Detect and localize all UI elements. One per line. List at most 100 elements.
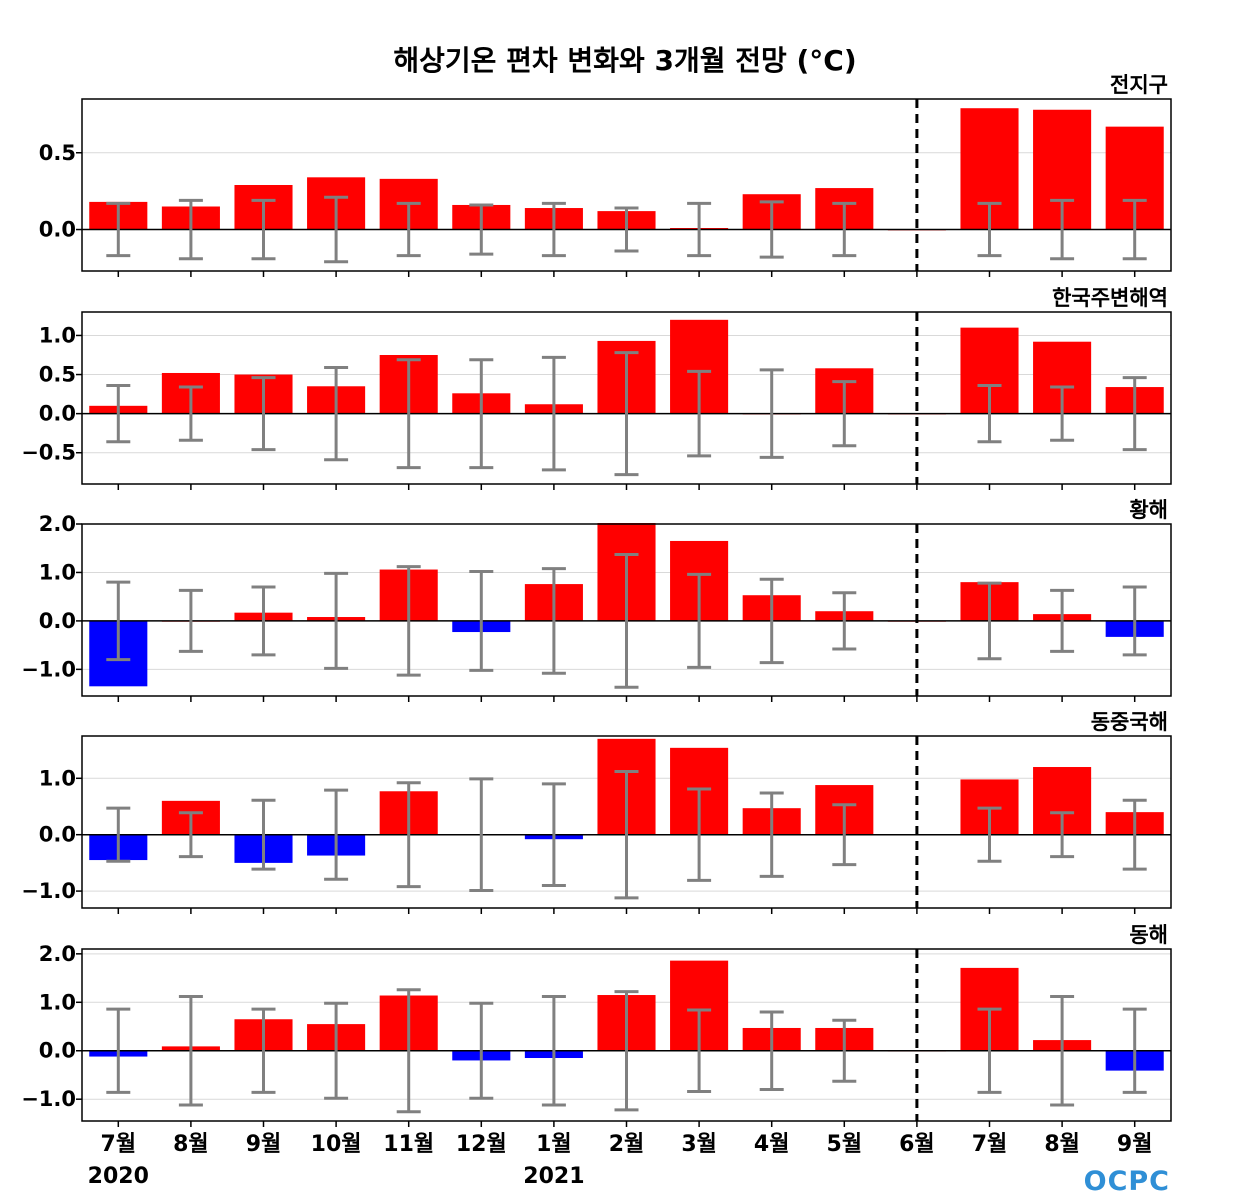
error-bar bbox=[614, 553, 639, 689]
x-tick-label: 12월 bbox=[456, 1132, 507, 1157]
y-tick-label: 1.0 bbox=[39, 990, 76, 1014]
y-tick-label: 0.0 bbox=[39, 1039, 76, 1063]
error-bar bbox=[1122, 198, 1147, 261]
error-bar bbox=[977, 1007, 1002, 1094]
y-tick-label: −0.5 bbox=[21, 441, 76, 465]
error-bar bbox=[541, 355, 566, 472]
x-tick-label: 1월 bbox=[536, 1132, 572, 1157]
error-bar bbox=[1050, 588, 1075, 653]
error-bar bbox=[977, 806, 1002, 863]
error-bar bbox=[614, 351, 639, 477]
y-tick-label: 1.0 bbox=[39, 560, 76, 584]
y-tick-label: 1.0 bbox=[39, 323, 76, 347]
error-bar bbox=[251, 585, 276, 657]
error-bar bbox=[178, 811, 203, 859]
x-tick-label: 8월 bbox=[1044, 1132, 1080, 1157]
x-tick-label: 5월 bbox=[827, 1132, 863, 1157]
y-tick-label: −1.0 bbox=[21, 657, 76, 681]
error-bar bbox=[396, 988, 421, 1114]
y-tick-label: 0.0 bbox=[39, 402, 76, 426]
error-bar bbox=[687, 1008, 712, 1093]
error-bar bbox=[614, 770, 639, 900]
error-bar bbox=[832, 803, 857, 867]
error-bar bbox=[324, 571, 349, 670]
x-tick-label: 10월 bbox=[311, 1132, 362, 1157]
error-bar bbox=[396, 201, 421, 258]
year-label: 2020 bbox=[88, 1164, 149, 1189]
panel-title: 황해 bbox=[1129, 498, 1168, 522]
y-tick-label: −1.0 bbox=[21, 1087, 76, 1111]
error-bar bbox=[832, 380, 857, 448]
y-tick-label: 0.0 bbox=[39, 609, 76, 633]
error-bar bbox=[469, 203, 494, 256]
panel-4: −1.0 0.0 1.0 동중국해 bbox=[21, 710, 1172, 914]
panel-title: 동중국해 bbox=[1091, 710, 1168, 734]
error-bar bbox=[832, 591, 857, 651]
panel-frame bbox=[81, 523, 1172, 697]
panel-frame bbox=[81, 98, 1172, 272]
error-bar bbox=[324, 195, 349, 264]
error-bar bbox=[178, 588, 203, 653]
y-tick-label: −1.0 bbox=[21, 879, 76, 903]
panel-1: 0.0 0.5 전지구 bbox=[39, 73, 1172, 277]
x-tick-label: 4월 bbox=[754, 1132, 790, 1157]
x-tick-label: 6월 bbox=[899, 1132, 935, 1157]
x-tick-label: 9월 bbox=[246, 1132, 282, 1157]
panels: 0.0 0.5 전지구 −0.5 0.0 0.5 1.0 한국주변해역 −1.0 0.0 1.0 2.… bbox=[21, 73, 1172, 1127]
error-bar bbox=[759, 1010, 784, 1092]
y-tick-label: 0.0 bbox=[39, 823, 76, 847]
error-bar bbox=[324, 788, 349, 881]
error-bar bbox=[541, 782, 566, 887]
x-axis: 7월 8월 9월 10월 11월 12월 1월 2월 3월 4월 5월 6월 7월 8월 9월 2020 202… bbox=[88, 1132, 1153, 1189]
error-bar bbox=[106, 580, 131, 662]
error-bar bbox=[541, 567, 566, 675]
error-bar bbox=[687, 369, 712, 458]
panel-frame bbox=[81, 311, 1172, 485]
error-bar bbox=[469, 569, 494, 672]
error-bar bbox=[106, 806, 131, 863]
error-bar bbox=[324, 366, 349, 462]
error-bar bbox=[106, 201, 131, 258]
error-bar bbox=[614, 990, 639, 1112]
error-bar bbox=[977, 383, 1002, 444]
error-bar bbox=[469, 1001, 494, 1100]
error-bar bbox=[832, 1018, 857, 1083]
error-bar bbox=[1050, 811, 1075, 859]
x-tick-label: 7월 bbox=[101, 1132, 137, 1157]
x-tick-label: 8월 bbox=[173, 1132, 209, 1157]
error-bar bbox=[1122, 798, 1147, 871]
panel-2: −0.5 0.0 0.5 1.0 한국주변해역 bbox=[21, 286, 1172, 490]
error-bar bbox=[759, 791, 784, 878]
error-bar bbox=[1122, 1007, 1147, 1094]
y-tick-label: 0.5 bbox=[39, 363, 76, 387]
error-bar bbox=[977, 201, 1002, 258]
chart-title: 해상기온 편차 변화와 3개월 전망 (°C) bbox=[393, 44, 856, 77]
error-bar bbox=[251, 798, 276, 871]
ocpc-logo: OCPC bbox=[1084, 1166, 1170, 1197]
error-bar bbox=[759, 368, 784, 459]
x-tick-label: 3월 bbox=[681, 1132, 717, 1157]
panel-3: −1.0 0.0 1.0 2.0 황해 bbox=[21, 498, 1172, 702]
error-bar bbox=[614, 206, 639, 253]
error-bar bbox=[251, 198, 276, 261]
error-bar bbox=[759, 577, 784, 665]
error-bar bbox=[687, 201, 712, 258]
x-tick-label: 7월 bbox=[972, 1132, 1008, 1157]
panel-frame bbox=[81, 948, 1172, 1122]
y-tick-label: 0.0 bbox=[39, 218, 76, 242]
error-bar bbox=[977, 581, 1002, 661]
error-bar bbox=[324, 1001, 349, 1100]
error-bar bbox=[396, 781, 421, 889]
error-bar bbox=[396, 565, 421, 677]
y-tick-label: 2.0 bbox=[39, 512, 76, 536]
error-bar bbox=[396, 358, 421, 470]
error-bar bbox=[541, 201, 566, 258]
panel-frame bbox=[81, 735, 1172, 909]
error-bar bbox=[1122, 585, 1147, 657]
error-bar bbox=[1050, 385, 1075, 442]
panel-title: 한국주변해역 bbox=[1052, 286, 1168, 310]
error-bar bbox=[1050, 198, 1075, 261]
year-label: 2021 bbox=[523, 1164, 584, 1189]
error-bar bbox=[759, 200, 784, 259]
